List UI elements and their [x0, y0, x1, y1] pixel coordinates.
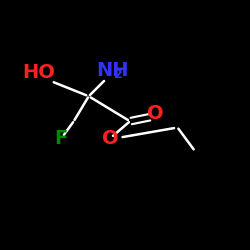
- Text: 2: 2: [114, 68, 122, 81]
- Text: O: O: [102, 129, 118, 148]
- Text: NH: NH: [96, 61, 129, 80]
- Text: HO: HO: [22, 63, 55, 82]
- Text: O: O: [147, 104, 163, 123]
- Text: F: F: [54, 129, 68, 148]
